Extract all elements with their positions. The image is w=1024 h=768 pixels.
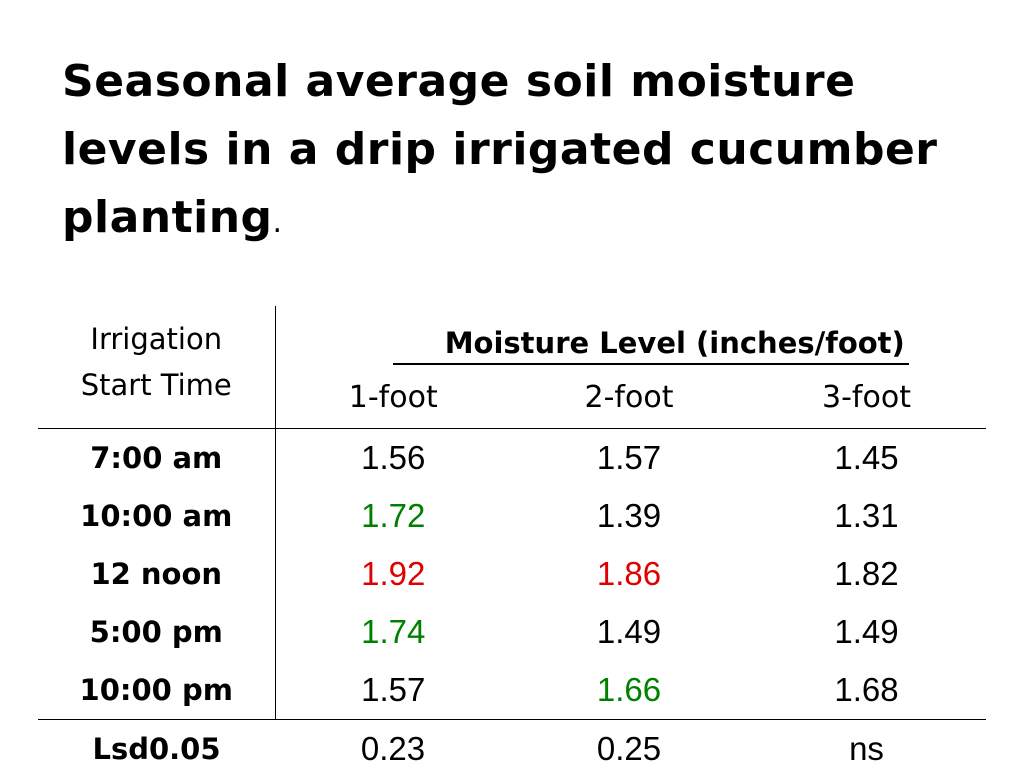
lsd-label: Lsd0.05 [38, 719, 275, 768]
value-cell: 1.49 [596, 613, 662, 650]
value-cell: 1.49 [834, 613, 899, 650]
lsd-value: 0.25 [511, 719, 747, 768]
group-header-label: Moisture Level (inches/foot) [392, 323, 909, 365]
row-header-line1: Irrigation [90, 322, 223, 356]
slide-title: Seasonal average soil moisture levels in… [62, 48, 962, 257]
table-row: 10:00 pm 1.57 1.66 1.68 [38, 661, 986, 720]
group-header-cell: Moisture Level (inches/foot) [275, 306, 986, 367]
lsd-value: ns [747, 719, 986, 768]
value-cell: 1.57 [361, 671, 426, 708]
row-header-cell: Irrigation Start Time [38, 306, 276, 429]
time-cell: 5:00 pm [38, 603, 276, 661]
value-cell: 1.92 [361, 555, 426, 592]
value-cell: 1.39 [596, 497, 662, 534]
moisture-table: Irrigation Start Time Moisture Level (in… [38, 306, 986, 768]
value-cell: 1.66 [596, 671, 662, 708]
column-header-3-foot: 3-foot [822, 379, 911, 415]
value-cell: 1.82 [834, 555, 899, 592]
column-header-1-foot: 1-foot [348, 379, 438, 415]
time-cell: 10:00 pm [38, 661, 276, 720]
value-cell: 1.57 [596, 439, 662, 476]
value-cell: 1.68 [834, 671, 899, 708]
time-cell: 7:00 am [38, 429, 276, 487]
column-header-row: 1-foot 2-foot 3-foot [38, 367, 986, 429]
column-header-2-foot: 2-foot [584, 379, 674, 415]
header-divider [38, 428, 986, 429]
lsd-value: 0.23 [275, 719, 511, 768]
table-row: 10:00 am 1.72 1.39 1.31 [38, 487, 986, 545]
value-cell: 1.74 [361, 613, 426, 650]
value-cell: 1.45 [834, 439, 899, 476]
table-header-row: Irrigation Start Time Moisture Level (in… [38, 306, 986, 429]
table-row: 12 noon 1.92 1.86 1.82 [38, 545, 986, 603]
lsd-row: Lsd0.05 0.23 0.25 ns [38, 719, 986, 768]
time-cell: 10:00 am [38, 487, 276, 545]
table-row: 5:00 pm 1.74 1.49 1.49 [38, 603, 986, 661]
table-row: 7:00 am 1.56 1.57 1.45 [38, 429, 986, 487]
value-cell: 1.56 [361, 439, 426, 476]
value-cell: 1.72 [361, 497, 426, 534]
row-header-line2: Start Time [80, 368, 232, 402]
header-divider-line [38, 428, 986, 429]
value-cell: 1.86 [596, 555, 662, 592]
value-cell: 1.31 [834, 497, 899, 534]
slide-title-period: . [272, 205, 283, 240]
time-cell: 12 noon [38, 545, 276, 603]
slide-title-text: Seasonal average soil moisture levels in… [62, 56, 938, 243]
